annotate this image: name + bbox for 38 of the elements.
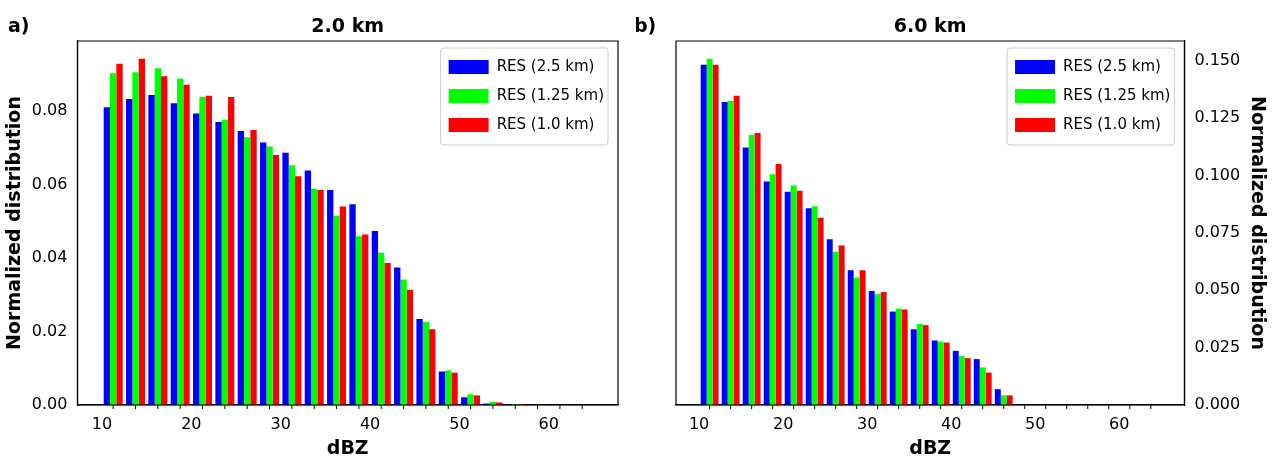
legend-label: RES (1.25 km)	[1063, 85, 1171, 104]
x-tick-label: 20	[181, 413, 202, 433]
text: b)	[634, 14, 657, 36]
x-tick-label: 20	[772, 413, 794, 433]
x-axis-title: dBZ	[326, 435, 369, 458]
legend-label: RES (1.25 km)	[496, 85, 604, 104]
chart-title: 6.0 km	[893, 14, 967, 36]
y-axis-title: Normalized distribution	[2, 96, 25, 350]
legend-label: RES (1.0 km)	[1063, 114, 1161, 133]
x-tick-label: 10	[688, 413, 710, 433]
y2-tick-label: 0.150	[1194, 49, 1241, 69]
chart-title: 2.0 km	[311, 14, 385, 36]
x-tick-label: 60	[538, 413, 559, 433]
x-tick-label: 40	[941, 413, 962, 433]
x-tick-label: 10	[91, 413, 113, 433]
legend-label: RES (1.0 km)	[496, 114, 595, 133]
legend-label: RES (2.5 km)	[1063, 56, 1161, 75]
y-tick-label: 0.04	[31, 247, 68, 267]
y2-tick-label: 0.025	[1194, 336, 1241, 356]
y2-axis-title: Normalized distribution	[1247, 96, 1270, 350]
x-tick-label: 30	[856, 413, 878, 433]
y-tick-label: 0.06	[31, 173, 68, 193]
y2-tick-label: 0.125	[1194, 107, 1241, 127]
y2-tick-label: 0.100	[1194, 164, 1241, 184]
x-tick-label: 60	[1109, 413, 1130, 433]
y2-tick-label: 0.000	[1194, 394, 1241, 414]
y-tick-label: 0.08	[31, 100, 68, 120]
x-tick-label: 40	[359, 413, 381, 433]
y-tick-label: 0.02	[31, 320, 68, 340]
y-tick-label: 0.00	[31, 394, 68, 414]
x-tick-label: 30	[270, 413, 291, 433]
y2-tick-label: 0.050	[1194, 279, 1241, 299]
y2-tick-label: 0.075	[1194, 222, 1241, 242]
x-tick-label: 50	[1025, 413, 1046, 433]
text: a)	[8, 14, 30, 36]
legend-label: RES (2.5 km)	[496, 56, 595, 75]
x-tick-label: 50	[449, 413, 470, 433]
x-axis-title: dBZ	[909, 435, 952, 458]
